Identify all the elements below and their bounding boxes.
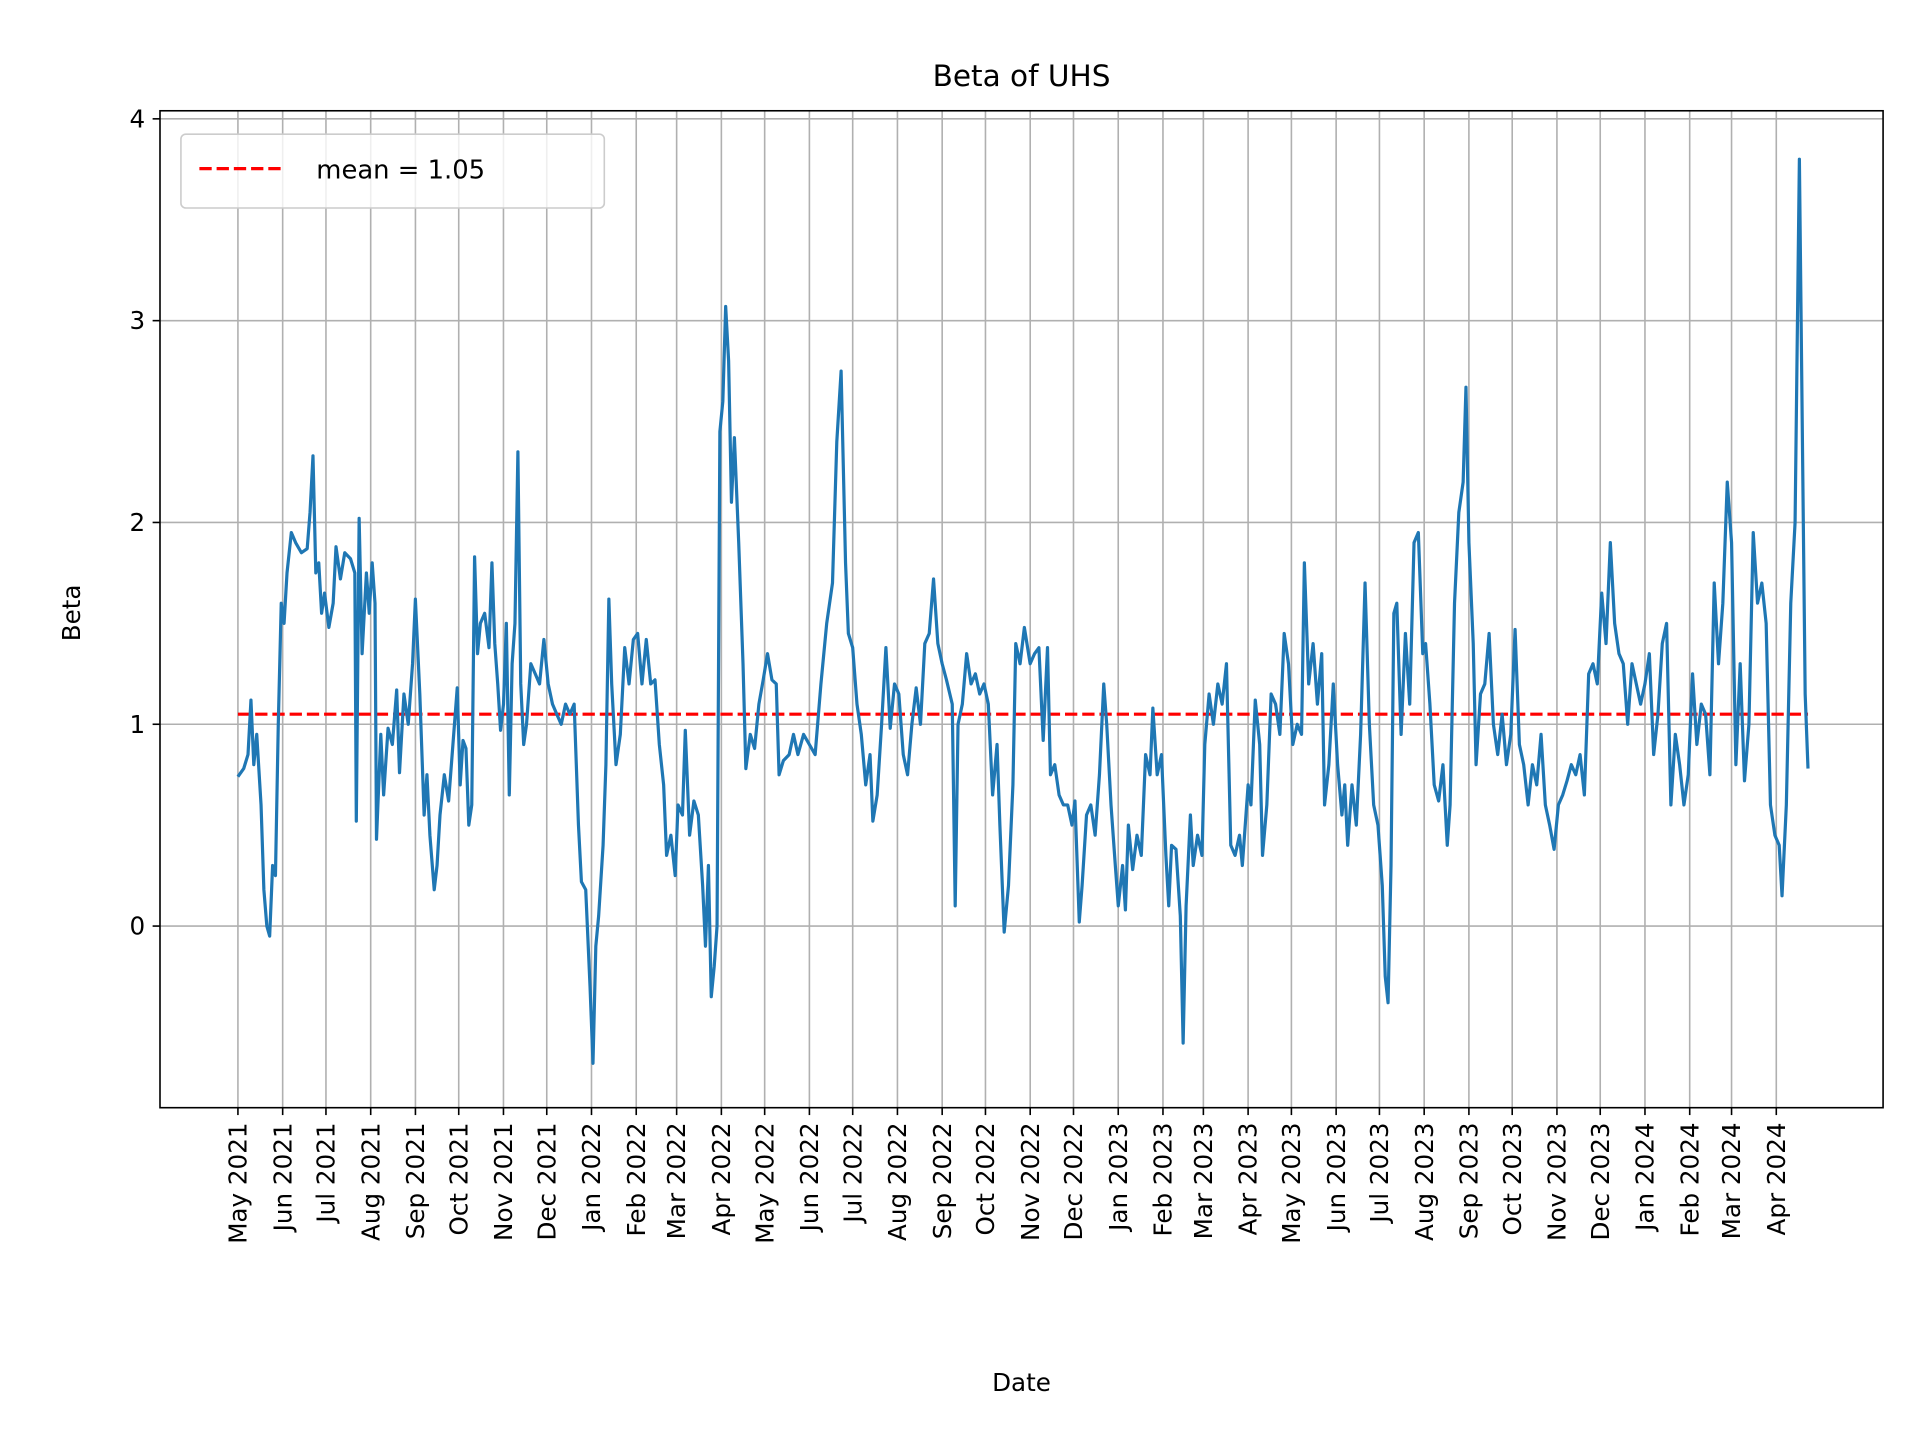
x-axis: May 2021 Jun 2021 Jul 2021 Aug 2021 Sep 2021… <box>224 1107 1791 1244</box>
x-tick-label: Jun 2023 <box>1322 1122 1351 1233</box>
x-tick-label: Jan 2024 <box>1631 1122 1660 1232</box>
y-tick-label: 4 <box>130 104 146 133</box>
x-tick-label: Dec 2023 <box>1586 1122 1615 1240</box>
x-tick-label: Jul 2021 <box>312 1122 341 1224</box>
x-tick-label: Jul 2022 <box>838 1122 867 1224</box>
legend-box <box>180 133 606 209</box>
x-tick-label: May 2022 <box>750 1122 779 1243</box>
x-tick-label: Jan 2023 <box>1104 1122 1133 1232</box>
x-tick-label: Mar 2023 <box>1189 1122 1218 1239</box>
chart-title: Beta of UHS <box>933 59 1111 93</box>
x-tick-label: Mar 2024 <box>1717 1122 1746 1239</box>
x-tick-label: Aug 2021 <box>356 1122 385 1241</box>
x-tick-label: Dec 2021 <box>532 1122 561 1240</box>
x-tick-label: Feb 2022 <box>622 1122 651 1236</box>
x-tick-label: Mar 2022 <box>662 1122 691 1239</box>
x-tick-label: Nov 2022 <box>1016 1122 1045 1240</box>
x-tick-label: Sep 2023 <box>1455 1122 1484 1239</box>
x-tick-label: Nov 2023 <box>1543 1122 1572 1240</box>
x-tick-label: Dec 2022 <box>1059 1122 1088 1240</box>
x-tick-label: Sep 2021 <box>401 1122 430 1239</box>
x-tick-label: Oct 2021 <box>444 1122 473 1235</box>
x-tick-label: Nov 2021 <box>489 1122 518 1240</box>
x-tick-label: Aug 2022 <box>883 1122 912 1241</box>
x-tick-label: Jun 2021 <box>268 1122 297 1233</box>
x-tick-label: Oct 2023 <box>1498 1122 1527 1235</box>
x-tick-label: Feb 2023 <box>1149 1122 1178 1236</box>
legend-mean-label: mean = 1.05 <box>316 155 485 185</box>
x-tick-label: Apr 2022 <box>707 1122 736 1235</box>
x-tick-label: Jul 2023 <box>1365 1122 1394 1224</box>
x-tick-label: Apr 2024 <box>1762 1122 1791 1235</box>
x-tick-label: Aug 2023 <box>1410 1122 1439 1241</box>
legend: mean = 1.05 <box>180 133 606 209</box>
x-tick-label: May 2021 <box>224 1122 253 1243</box>
x-tick-label: Apr 2023 <box>1234 1122 1263 1235</box>
x-tick-label: Feb 2024 <box>1675 1122 1704 1236</box>
x-tick-label: Jan 2022 <box>577 1122 606 1232</box>
x-tick-label: May 2023 <box>1277 1122 1306 1243</box>
y-axis: 0 1 2 3 4 <box>130 104 160 941</box>
x-tick-label: Jun 2022 <box>795 1122 824 1233</box>
x-axis-label: Date <box>992 1368 1051 1397</box>
y-tick-label: 2 <box>130 508 146 537</box>
beta-series-line <box>236 157 1810 1065</box>
y-tick-label: 1 <box>130 710 146 739</box>
y-tick-label: 0 <box>130 912 146 941</box>
x-tick-label: Oct 2022 <box>971 1122 1000 1235</box>
series-group <box>236 157 1810 1065</box>
y-axis-label: Beta <box>57 585 86 642</box>
plot-frame <box>159 109 1884 1109</box>
y-tick-label: 3 <box>130 306 146 335</box>
x-tick-label: Sep 2022 <box>928 1122 957 1239</box>
